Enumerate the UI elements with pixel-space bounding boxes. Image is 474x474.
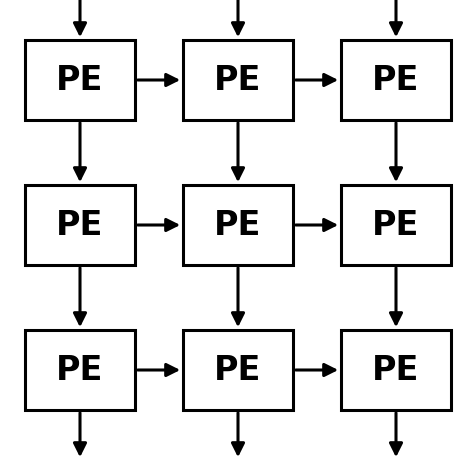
Bar: [341, 330, 451, 410]
Text: PE: PE: [56, 64, 104, 97]
Text: PE: PE: [56, 209, 104, 241]
Text: PE: PE: [214, 64, 262, 97]
Text: PE: PE: [56, 354, 104, 386]
Bar: [341, 185, 451, 265]
Bar: [183, 40, 293, 120]
Text: PE: PE: [214, 209, 262, 241]
Bar: [25, 40, 135, 120]
Text: PE: PE: [372, 209, 419, 241]
Bar: [25, 185, 135, 265]
Text: PE: PE: [372, 64, 419, 97]
Bar: [341, 40, 451, 120]
Bar: [183, 185, 293, 265]
Bar: [183, 330, 293, 410]
Bar: [25, 330, 135, 410]
Text: PE: PE: [372, 354, 419, 386]
Text: PE: PE: [214, 354, 262, 386]
